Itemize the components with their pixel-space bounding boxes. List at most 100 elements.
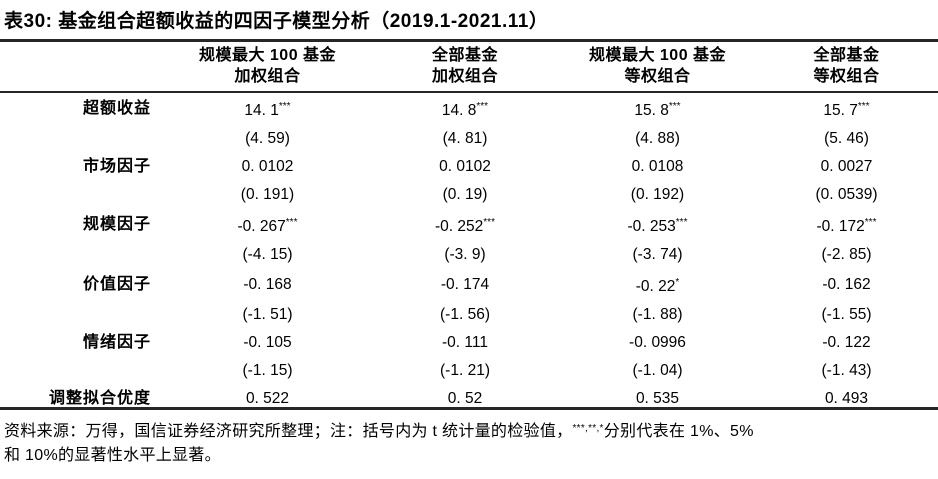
cell-value: (-1. 51) [242, 306, 293, 323]
cell-value: (-1. 88) [632, 306, 683, 323]
cell-value: (-1. 04) [632, 362, 683, 379]
cell-value: (-4. 15) [242, 246, 293, 263]
value-cell: 0. 0108 [560, 153, 755, 181]
value-cell: (-1. 55) [755, 301, 938, 329]
significance-stars: *** [278, 101, 291, 112]
significance-stars: * [675, 277, 680, 288]
value-cell: (0. 0539) [755, 181, 938, 209]
source-note-text: 分别代表在 1%、5% [603, 423, 754, 440]
cell-value: -0. 122 [822, 334, 871, 351]
table-row: 情绪因子 -0. 105 -0. 111 -0. 0996 -0. 122 [0, 329, 938, 357]
cell-value: (0. 191) [240, 186, 295, 203]
value-cell: 0. 535 [560, 385, 755, 413]
value-cell: (0. 192) [560, 181, 755, 209]
cell-value: (4. 88) [635, 130, 680, 147]
cell-value: -0. 168 [243, 276, 292, 293]
cell-value: -0. 174 [440, 276, 490, 293]
value-cell: (4. 81) [370, 125, 560, 153]
row-label: 调整拟合优度 [48, 390, 151, 407]
source-note-line1: 资料来源：万得，国信证券经济研究所整理；注：括号内为 t 统计量的检验值，***… [4, 417, 934, 444]
cell-value: 0. 0027 [820, 158, 873, 175]
row-label: 情绪因子 [82, 334, 151, 351]
value-cell: (-2. 85) [755, 241, 938, 269]
row-label: 价值因子 [82, 276, 151, 293]
value-cell: 15. 7*** [755, 93, 938, 125]
column-header-line1: 规模最大 100 基金 [588, 47, 727, 64]
cell-value: 0. 52 [447, 390, 483, 407]
cell-value: (-3. 9) [444, 246, 486, 263]
value-cell: 0. 52 [370, 385, 560, 413]
cell-value: -0. 172 [816, 218, 865, 235]
cell-value: -0. 267 [237, 218, 286, 235]
value-cell: -0. 168 [165, 271, 370, 299]
cell-value: (4. 59) [245, 130, 290, 147]
value-cell: (-3. 9) [370, 241, 560, 269]
value-cell: (0. 19) [370, 181, 560, 209]
value-cell: (-1. 15) [165, 357, 370, 385]
cell-value: (0. 0539) [815, 186, 878, 203]
value-cell: 15. 8*** [560, 93, 755, 125]
significance-stars: *** [675, 217, 688, 228]
value-cell: (-1. 56) [370, 301, 560, 329]
cell-value: -0. 105 [243, 334, 292, 351]
table-row: (4. 59) (4. 81) (4. 88) (5. 46) [0, 125, 938, 153]
cell-value: 0. 0102 [241, 158, 294, 175]
column-header-line2: 加权组合 [431, 68, 498, 85]
cell-value: (-1. 21) [440, 362, 490, 379]
cell-value: (0. 19) [442, 186, 488, 203]
significance-stars: *** [483, 217, 495, 228]
cell-value: 15. 7 [823, 102, 858, 119]
value-cell: -0. 267*** [165, 209, 370, 241]
value-cell: 14. 8*** [370, 93, 560, 125]
value-cell: 0. 0102 [165, 153, 370, 181]
value-cell: 14. 1*** [165, 93, 370, 125]
cell-value: -0. 253 [627, 218, 676, 235]
cell-value: -0. 162 [822, 276, 871, 293]
table-row: 价值因子 -0. 168 -0. 174 -0. 22* -0. 162 [0, 269, 938, 301]
significance-stars: *** [864, 217, 877, 228]
value-cell: 0. 0027 [755, 153, 938, 181]
source-note-text: 资料来源：万得，国信证券经济研究所整理；注：括号内为 t 统计量的检验值， [4, 423, 573, 440]
value-cell: (-1. 21) [370, 357, 560, 385]
significance-stars: *** [857, 101, 870, 112]
value-cell: -0. 162 [755, 271, 938, 299]
value-cell: 0. 0102 [370, 153, 560, 181]
column-header-line1: 全部基金 [431, 47, 498, 64]
cell-value: -0. 111 [442, 334, 488, 351]
cell-value: 0. 535 [635, 390, 680, 407]
column-header-line1: 规模最大 100 基金 [198, 47, 337, 64]
value-cell: (-1. 04) [560, 357, 755, 385]
value-cell: -0. 172*** [755, 209, 938, 241]
value-cell: -0. 252*** [370, 209, 560, 241]
source-note-line2: 和 10%的显著性水平上显著。 [4, 447, 221, 464]
cell-value: -0. 22 [635, 278, 676, 295]
cell-value: (-1. 55) [821, 306, 872, 323]
table-bottom-rule [0, 407, 938, 410]
value-cell: (-1. 43) [755, 357, 938, 385]
table-row: (-1. 51) (-1. 56) (-1. 88) (-1. 55) [0, 301, 938, 329]
value-cell: (-3. 74) [560, 241, 755, 269]
table-row: (-4. 15) (-3. 9) (-3. 74) (-2. 85) [0, 241, 938, 269]
cell-value: -0. 0996 [629, 334, 686, 351]
cell-value: 0. 493 [824, 390, 869, 407]
cell-value: -0. 252 [435, 218, 484, 235]
cell-value: 14. 8 [441, 102, 477, 119]
value-cell: (-4. 15) [165, 241, 370, 269]
column-header-all-weighted: 全部基金 加权组合 [370, 45, 560, 87]
value-cell: -0. 22* [560, 269, 755, 301]
column-header-line2: 等权组合 [624, 68, 691, 85]
cell-value: (4. 81) [442, 130, 488, 147]
table-row: (-1. 15) (-1. 21) (-1. 04) (-1. 43) [0, 357, 938, 385]
row-label: 规模因子 [82, 216, 151, 233]
cell-value: 0. 0102 [439, 158, 491, 175]
table-header-row: 规模最大 100 基金 加权组合 全部基金 加权组合 规模最大 100 基金 等… [0, 42, 938, 91]
row-label: 超额收益 [82, 100, 151, 117]
column-header-line1: 全部基金 [813, 47, 880, 64]
table-title-text: 表30: 基金组合超额收益的四因子模型分析（2019.1-2021.11） [4, 11, 549, 32]
column-header-top100-weighted: 规模最大 100 基金 加权组合 [165, 45, 370, 87]
cell-value: (5. 46) [824, 130, 869, 147]
value-cell: -0. 253*** [560, 209, 755, 241]
significance-stars: *** [668, 101, 681, 112]
value-cell: -0. 122 [755, 329, 938, 357]
cell-value: (-3. 74) [632, 246, 683, 263]
